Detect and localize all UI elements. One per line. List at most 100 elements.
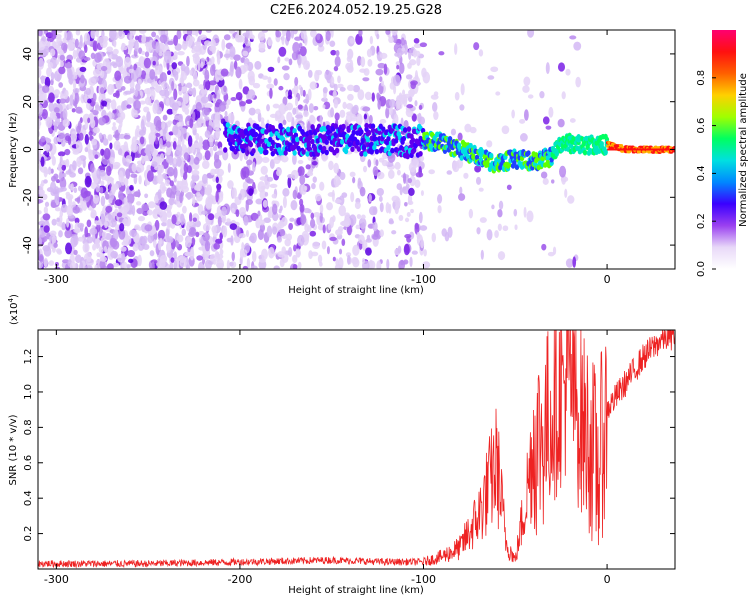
spectrogram-cell xyxy=(80,187,88,199)
spectrogram-cell xyxy=(282,196,287,209)
spectrogram-ridge-cell xyxy=(402,127,408,133)
spectrogram-cell xyxy=(478,49,484,57)
spectrogram-cell xyxy=(50,168,54,174)
spectrogram-cell xyxy=(259,214,263,222)
spectrogram-cell xyxy=(302,89,306,97)
spectrogram-cell xyxy=(322,104,326,109)
spectrogram-cell xyxy=(164,30,169,34)
spectrogram-cell xyxy=(333,99,339,109)
spectrogram-cell xyxy=(405,74,413,80)
spectrogram-cell xyxy=(177,51,185,56)
spectrogram-cell xyxy=(66,31,73,43)
spectrogram-cell xyxy=(229,223,238,230)
spectrogram-cell xyxy=(161,120,165,130)
spectrogram-cell xyxy=(291,169,299,180)
spectrogram-cell xyxy=(297,104,303,110)
spectrogram-cell xyxy=(38,93,46,102)
spectrogram-cell xyxy=(207,213,215,221)
spectrogram-cell xyxy=(38,253,44,264)
spectrogram-cell xyxy=(311,161,318,166)
spectrogram-cell xyxy=(418,104,423,111)
spectrogram-cell xyxy=(76,125,81,134)
spectrogram-cell xyxy=(211,225,218,234)
spectrogram-cell xyxy=(165,241,172,254)
spectrogram-ridge-cell xyxy=(333,123,338,129)
colorbar-label: Normalized spectral amplitude xyxy=(738,73,749,227)
spectrogram-cell xyxy=(53,107,60,113)
spectrogram-cell xyxy=(84,175,92,188)
spectrogram-cell xyxy=(313,212,321,218)
spectrogram-ridge-cell xyxy=(364,122,369,129)
spectrogram-cell xyxy=(414,70,419,82)
spectrogram-cell xyxy=(106,101,111,110)
spectrogram-cell xyxy=(130,142,139,153)
spectrogram-cell xyxy=(565,258,574,268)
spectrogram-cell xyxy=(357,177,362,186)
spectrogram-x-tick-label: -200 xyxy=(227,273,252,286)
spectrogram-cell xyxy=(400,37,405,46)
spectrogram-cell xyxy=(41,193,48,201)
spectrogram-cell xyxy=(209,141,214,147)
spectrogram-ridge-cell xyxy=(334,147,340,154)
spectrogram-cell xyxy=(417,112,422,124)
spectrogram-cell xyxy=(310,212,315,220)
spectrogram-cell xyxy=(501,125,510,135)
spectrogram-cell xyxy=(246,159,253,166)
spectrogram-cell xyxy=(56,179,61,184)
spectrogram-cell xyxy=(368,193,372,203)
spectrogram-cell xyxy=(79,66,87,73)
spectrogram-ridge-cell xyxy=(333,132,338,139)
spectrogram-cell xyxy=(53,123,58,133)
spectrogram-cell xyxy=(347,48,353,60)
spectrogram-cell xyxy=(176,30,182,40)
spectrogram-cell xyxy=(494,230,499,239)
spectrogram-cell xyxy=(346,254,351,265)
spectrogram-cell xyxy=(312,241,320,250)
spectrogram-cell xyxy=(228,30,236,34)
spectrogram-cell xyxy=(278,214,282,219)
spectrogram-cell xyxy=(215,262,224,268)
spectrogram-ridge-cell xyxy=(347,141,353,148)
spectrogram-cell xyxy=(207,193,213,199)
spectrogram-cell xyxy=(204,259,212,269)
spectrogram-cell xyxy=(38,40,46,51)
spectrogram-cell xyxy=(406,104,414,109)
spectrogram-cell xyxy=(380,80,385,87)
spectrogram-cell xyxy=(278,46,287,57)
spectrogram-cell xyxy=(63,30,68,40)
spectrogram-cell xyxy=(64,62,73,69)
spectrogram-cell xyxy=(77,167,84,175)
spectrogram-cell xyxy=(176,234,184,243)
spectrogram-cell xyxy=(125,168,131,180)
spectrogram-cell xyxy=(164,179,171,187)
spectrogram-cell xyxy=(86,251,92,263)
spectrogram-cell xyxy=(245,176,251,184)
spectrogram-cell xyxy=(202,232,210,242)
spectrogram-ridge-cell xyxy=(225,122,231,128)
spectrogram-cell xyxy=(159,72,167,84)
spectrogram-cell xyxy=(217,216,222,227)
spectrogram-cell xyxy=(50,152,54,159)
spectrogram-cell xyxy=(84,93,88,103)
spectrogram-heat-layer xyxy=(38,30,675,269)
spectrogram-cell xyxy=(539,91,545,99)
spectrogram-cell xyxy=(196,193,203,202)
spectrogram-cell xyxy=(295,114,303,119)
spectrogram-cell xyxy=(339,171,346,181)
spectrogram-cell xyxy=(172,124,179,136)
spectrogram-cell xyxy=(137,245,144,251)
spectrogram-cell xyxy=(351,106,358,115)
spectrogram-cell xyxy=(222,149,229,161)
spectrogram-cell xyxy=(372,166,379,177)
spectrogram-cell xyxy=(102,240,109,251)
spectrogram-cell xyxy=(119,222,125,232)
spectrogram-cell xyxy=(188,87,194,95)
spectrogram-cell xyxy=(368,114,373,125)
spectrogram-cell xyxy=(43,144,51,151)
spectrogram-cell xyxy=(299,203,305,213)
spectrogram-ridge-cell xyxy=(390,147,395,154)
spectrogram-cell xyxy=(321,240,327,250)
spectrogram-cell xyxy=(82,242,90,253)
spectrogram-cell xyxy=(255,198,263,205)
spectrogram-cell xyxy=(402,172,407,184)
